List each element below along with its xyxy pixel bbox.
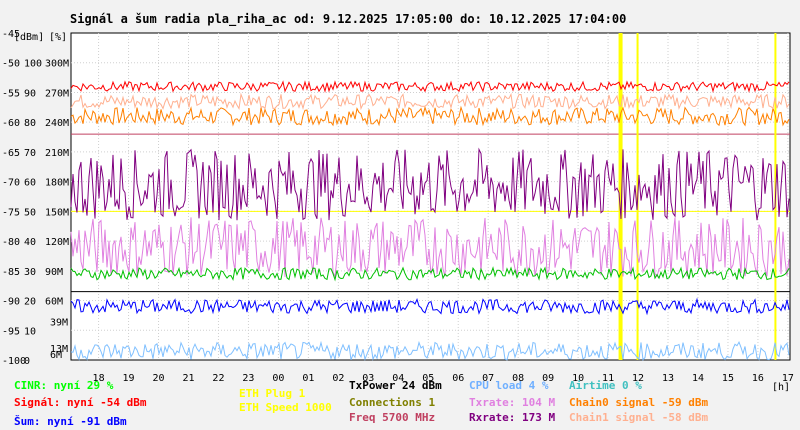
x-tick: 08 bbox=[512, 373, 524, 384]
y-tick-rate-alt: 13M bbox=[50, 344, 68, 355]
x-tick: 18 bbox=[93, 373, 105, 384]
y-tick-dbm: -95 bbox=[2, 326, 20, 337]
x-tick: 21 bbox=[182, 373, 194, 384]
x-tick: 15 bbox=[722, 373, 734, 384]
x-tick: 13 bbox=[662, 373, 674, 384]
series-line-signal bbox=[70, 80, 790, 93]
y-tick-dbm: -70 bbox=[2, 178, 20, 189]
x-tick: 23 bbox=[242, 373, 254, 384]
y-tick-dbm: -80 bbox=[2, 237, 20, 248]
x-tick: 14 bbox=[692, 373, 704, 384]
y-tick-rate-alt: 6M bbox=[50, 350, 62, 361]
y-tick-percent: 20 bbox=[24, 297, 36, 308]
series-line-rxrate bbox=[70, 147, 790, 221]
x-tick: 02 bbox=[332, 373, 344, 384]
series-group bbox=[70, 33, 790, 361]
y-tick-percent: 70 bbox=[24, 148, 36, 159]
x-tick: 04 bbox=[392, 373, 404, 384]
units-percent: [%] bbox=[49, 32, 67, 43]
series-line-cinr bbox=[70, 266, 790, 282]
y-tick-dbm: -55 bbox=[2, 88, 20, 99]
y-tick-dbm: -60 bbox=[2, 118, 20, 129]
y-tick-rate: 270M bbox=[45, 88, 69, 99]
y-tick-percent: 0 bbox=[24, 356, 30, 367]
series-line-txrate bbox=[70, 217, 790, 278]
series-line-chain1 bbox=[70, 92, 790, 111]
y-tick-dbm: -65 bbox=[2, 148, 20, 159]
chart-title: Signál a šum radia pla_riha_ac od: 9.12.… bbox=[70, 12, 626, 27]
x-tick: 12 bbox=[632, 373, 644, 384]
y-axis: -45-50-55-60-65-70-75-80-85-90-95-100100… bbox=[2, 29, 69, 367]
x-tick: 05 bbox=[422, 373, 434, 384]
y-tick-percent: 30 bbox=[24, 267, 36, 278]
y-tick-dbm: -50 bbox=[2, 59, 20, 70]
series-line-chain0 bbox=[70, 105, 790, 127]
y-tick-dbm: -100 bbox=[2, 356, 26, 367]
x-tick: 19 bbox=[123, 373, 135, 384]
x-tick: 03 bbox=[362, 373, 374, 384]
y-tick-dbm: -90 bbox=[2, 297, 20, 308]
y-tick-rate-alt: 39M bbox=[50, 317, 68, 328]
y-tick-rate: 240M bbox=[45, 118, 69, 129]
y-tick-rate: 300M bbox=[45, 59, 69, 70]
y-tick-dbm: -75 bbox=[2, 207, 20, 218]
y-tick-rate: 210M bbox=[45, 148, 69, 159]
x-tick: 01 bbox=[302, 373, 314, 384]
y-tick-percent: 40 bbox=[24, 237, 36, 248]
y-tick-rate: 150M bbox=[45, 207, 69, 218]
y-tick-rate: 180M bbox=[45, 178, 69, 189]
eth-event-marker bbox=[618, 33, 623, 360]
x-tick: 10 bbox=[572, 373, 584, 384]
x-tick: 20 bbox=[152, 373, 164, 384]
y-tick-percent: 50 bbox=[24, 207, 36, 218]
x-tick: 22 bbox=[212, 373, 224, 384]
y-tick-percent: 100 bbox=[24, 59, 42, 70]
x-tick: 07 bbox=[482, 373, 494, 384]
x-tick: 17 bbox=[782, 373, 794, 384]
x-tick: 09 bbox=[542, 373, 554, 384]
units-dbm: [dBm] bbox=[14, 32, 44, 43]
y-tick-dbm: -45 bbox=[2, 29, 20, 40]
x-unit: [h] bbox=[772, 382, 790, 393]
x-tick: 16 bbox=[752, 373, 764, 384]
y-tick-percent: 60 bbox=[24, 178, 36, 189]
x-tick: 11 bbox=[602, 373, 614, 384]
y-tick-rate: 120M bbox=[45, 237, 69, 248]
x-axis: 18 19 20 21 22 23 00 01 02 03 04 05 06 07 08 09 10 11 12 13… bbox=[93, 373, 794, 384]
y-tick-dbm: -85 bbox=[2, 267, 20, 278]
y-tick-rate: 90M bbox=[45, 267, 63, 278]
x-tick: 00 bbox=[272, 373, 284, 384]
y-tick-percent: 80 bbox=[24, 118, 36, 129]
y-tick-rate: 60M bbox=[45, 297, 63, 308]
y-tick-percent: 90 bbox=[24, 88, 36, 99]
series-line-cpu bbox=[70, 340, 790, 361]
y-tick-percent: 10 bbox=[24, 326, 36, 337]
x-tick: 06 bbox=[452, 373, 464, 384]
series-line-noise bbox=[70, 297, 790, 316]
